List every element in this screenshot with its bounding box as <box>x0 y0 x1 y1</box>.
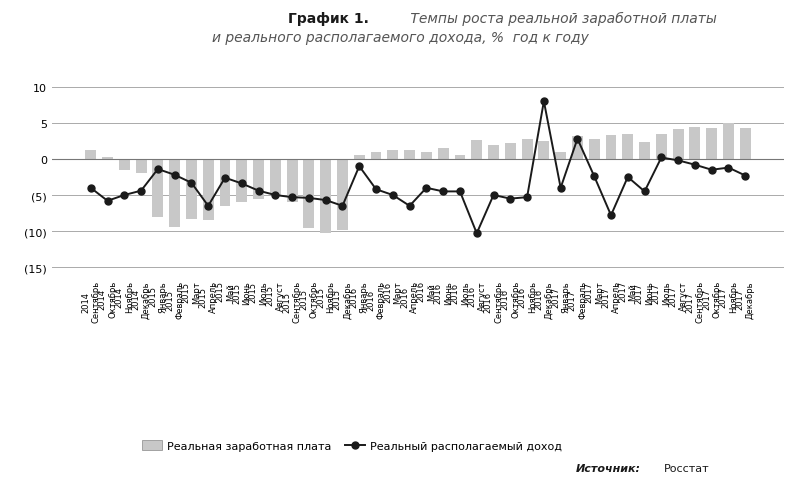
Bar <box>606 136 617 159</box>
Bar <box>706 129 717 159</box>
Text: 2015
Июнь: 2015 Июнь <box>232 280 251 304</box>
Bar <box>740 129 750 159</box>
Text: 2016
Июнь: 2016 Июнь <box>434 280 453 304</box>
Bar <box>555 153 566 159</box>
Text: 2017
Июль: 2017 Июль <box>652 280 671 304</box>
Bar <box>337 159 348 230</box>
Text: 2016
Декабрь: 2016 Декабрь <box>534 280 554 318</box>
Bar <box>303 159 314 228</box>
Bar <box>656 134 667 159</box>
Bar <box>270 159 281 196</box>
Bar <box>119 159 130 170</box>
Bar <box>538 142 550 159</box>
Legend: Реальная заработная плата, Реальный располагаемый доход: Реальная заработная плата, Реальный расп… <box>137 436 567 455</box>
Bar <box>186 159 197 219</box>
Bar <box>488 145 499 159</box>
Text: 2015
Февраль: 2015 Февраль <box>165 280 184 319</box>
Bar <box>387 151 398 159</box>
Bar <box>404 150 415 159</box>
Bar <box>589 139 600 159</box>
Text: 2017
Сентябрь: 2017 Сентябрь <box>686 280 705 323</box>
Bar <box>690 128 700 159</box>
Text: 2016
Сентябрь: 2016 Сентябрь <box>484 280 503 323</box>
Bar <box>572 136 583 159</box>
Text: 2016
Май: 2016 Май <box>417 280 436 301</box>
Bar <box>169 159 180 228</box>
Bar <box>471 141 482 159</box>
Bar <box>86 151 96 159</box>
Bar <box>102 158 113 159</box>
Text: Росстат: Росстат <box>664 463 710 473</box>
Text: 2017
Апрель: 2017 Апрель <box>602 280 621 312</box>
Text: 2016
Апрель: 2016 Апрель <box>400 280 419 312</box>
Text: 2015
Январь: 2015 Январь <box>148 280 167 312</box>
Text: Источник:: Источник: <box>576 463 641 473</box>
Bar <box>219 159 230 206</box>
Text: График 1.: График 1. <box>288 12 369 26</box>
Text: 2016
Ноябрь: 2016 Ноябрь <box>518 280 537 312</box>
Text: 2015
Декабрь: 2015 Декабрь <box>333 280 352 318</box>
Bar <box>421 153 432 159</box>
Text: 2015
Июль: 2015 Июль <box>249 280 268 304</box>
Text: 2016
Март: 2016 Март <box>383 280 402 303</box>
Text: 2015
Март: 2015 Март <box>182 280 201 303</box>
Text: и реального располагаемого дохода, %  год к году: и реального располагаемого дохода, % год… <box>211 31 589 45</box>
Text: 2017
Декабрь: 2017 Декабрь <box>735 280 755 318</box>
Text: 2017
Август: 2017 Август <box>669 280 688 310</box>
Bar <box>673 129 683 159</box>
Text: 2016
Октябрь: 2016 Октябрь <box>501 280 520 318</box>
Text: 2017
Февраль: 2017 Февраль <box>568 280 587 319</box>
Text: 2017
Март: 2017 Март <box>585 280 604 303</box>
Text: 2015
Май: 2015 Май <box>215 280 234 301</box>
Bar <box>505 144 516 159</box>
Bar <box>354 156 365 159</box>
Text: 2014
Декабрь: 2014 Декабрь <box>131 280 150 318</box>
Bar <box>454 156 466 159</box>
Bar <box>522 140 533 159</box>
Text: 2016
Август: 2016 Август <box>467 280 486 310</box>
Bar <box>286 159 298 203</box>
Bar <box>136 159 146 174</box>
Bar <box>202 159 214 221</box>
Text: Темпы роста реальной заработной платы: Темпы роста реальной заработной платы <box>406 12 717 26</box>
Text: 2015
Сентябрь: 2015 Сентябрь <box>282 280 302 323</box>
Text: 2016
Январь: 2016 Январь <box>350 280 369 312</box>
Bar <box>153 159 163 217</box>
Bar <box>236 159 247 203</box>
Text: 2015
Август: 2015 Август <box>266 280 285 310</box>
Text: 2015
Октябрь: 2015 Октябрь <box>299 280 318 318</box>
Text: 2017
Май: 2017 Май <box>618 280 638 301</box>
Text: 2016
Июль: 2016 Июль <box>450 280 470 304</box>
Text: 2017
Июнь: 2017 Июнь <box>635 280 654 304</box>
Text: 2014
Сентябрь: 2014 Сентябрь <box>81 280 101 323</box>
Text: 2015
Ноябрь: 2015 Ноябрь <box>316 280 335 312</box>
Text: 2016
Февраль: 2016 Февраль <box>366 280 386 319</box>
Bar <box>253 159 264 199</box>
Text: 2014
Ноябрь: 2014 Ноябрь <box>114 280 134 312</box>
Text: 2017
Январь: 2017 Январь <box>551 280 570 312</box>
Text: 2015
Апрель: 2015 Апрель <box>198 280 218 312</box>
Text: 2017
Ноябрь: 2017 Ноябрь <box>718 280 738 312</box>
Bar <box>438 149 449 159</box>
Bar <box>723 123 734 159</box>
Text: 2014
Октябрь: 2014 Октябрь <box>98 280 118 318</box>
Text: 2017
Октябрь: 2017 Октябрь <box>702 280 722 318</box>
Bar <box>639 143 650 159</box>
Bar <box>320 159 331 233</box>
Bar <box>622 135 634 159</box>
Bar <box>370 153 382 159</box>
